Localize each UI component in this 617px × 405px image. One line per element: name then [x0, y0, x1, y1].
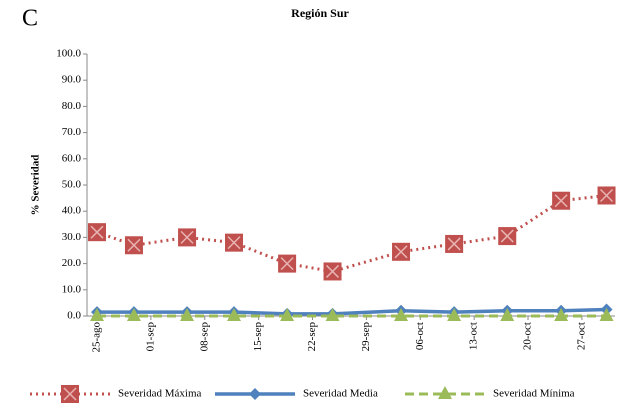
- y-tick-label: 50.0: [62, 179, 82, 191]
- x-tick-label: 13-oct: [468, 322, 480, 350]
- data-point: [445, 234, 464, 253]
- data-point: [225, 233, 244, 252]
- legend-marker: [61, 385, 79, 403]
- y-tick-label: 40.0: [62, 205, 82, 217]
- x-tick-label: 27-oct: [575, 322, 587, 350]
- legend-label: Severidad Mínima: [493, 388, 575, 400]
- data-point: [90, 308, 105, 321]
- x-tick-label: 25-ago: [91, 322, 103, 353]
- data-point: [599, 308, 614, 321]
- x-tick-label: 08-sep: [198, 322, 210, 352]
- data-point: [447, 308, 462, 321]
- data-point: [323, 262, 342, 281]
- data-point: [392, 242, 411, 261]
- x-tick-label: 20-oct: [522, 322, 534, 350]
- data-point: [597, 186, 616, 205]
- y-axis-label: % Severidad: [30, 155, 42, 216]
- data-point: [500, 308, 515, 321]
- data-point: [325, 308, 340, 321]
- x-tick-label: 22-sep: [306, 322, 318, 352]
- panel-label: C: [22, 6, 38, 32]
- data-point: [552, 191, 571, 210]
- y-tick-label: 100.0: [56, 48, 81, 60]
- data-point: [554, 308, 569, 321]
- y-tick-label: 90.0: [62, 74, 82, 86]
- x-tick-label: 29-sep: [360, 322, 372, 352]
- data-point: [278, 254, 297, 273]
- data-point: [178, 228, 197, 247]
- series-line: [97, 307, 607, 316]
- y-tick-label: 10.0: [62, 283, 82, 295]
- y-tick-label: 20.0: [62, 257, 82, 269]
- legend-marker: [249, 388, 261, 400]
- data-point: [88, 223, 107, 242]
- data-point: [394, 308, 409, 321]
- data-point: [498, 227, 517, 246]
- data-point: [227, 308, 242, 321]
- chart-title: Región Sur: [291, 6, 349, 20]
- x-tick-label: 06-oct: [414, 322, 426, 350]
- y-tick-label: 80.0: [62, 100, 82, 112]
- data-point: [180, 308, 195, 321]
- y-tick-label: 0.0: [67, 310, 81, 322]
- legend-label: Severidad Máxima: [118, 388, 202, 400]
- y-tick-label: 70.0: [62, 126, 82, 138]
- y-tick-label: 30.0: [62, 231, 82, 243]
- x-tick-label: 15-sep: [252, 322, 264, 352]
- data-point: [126, 308, 141, 321]
- y-tick-label: 60.0: [62, 152, 82, 164]
- legend-marker: [438, 386, 452, 399]
- data-point: [124, 236, 143, 255]
- series-line: [96, 193, 607, 273]
- x-tick-label: 01-sep: [144, 322, 156, 352]
- data-point: [280, 308, 295, 321]
- legend-label: Severidad Media: [303, 388, 378, 400]
